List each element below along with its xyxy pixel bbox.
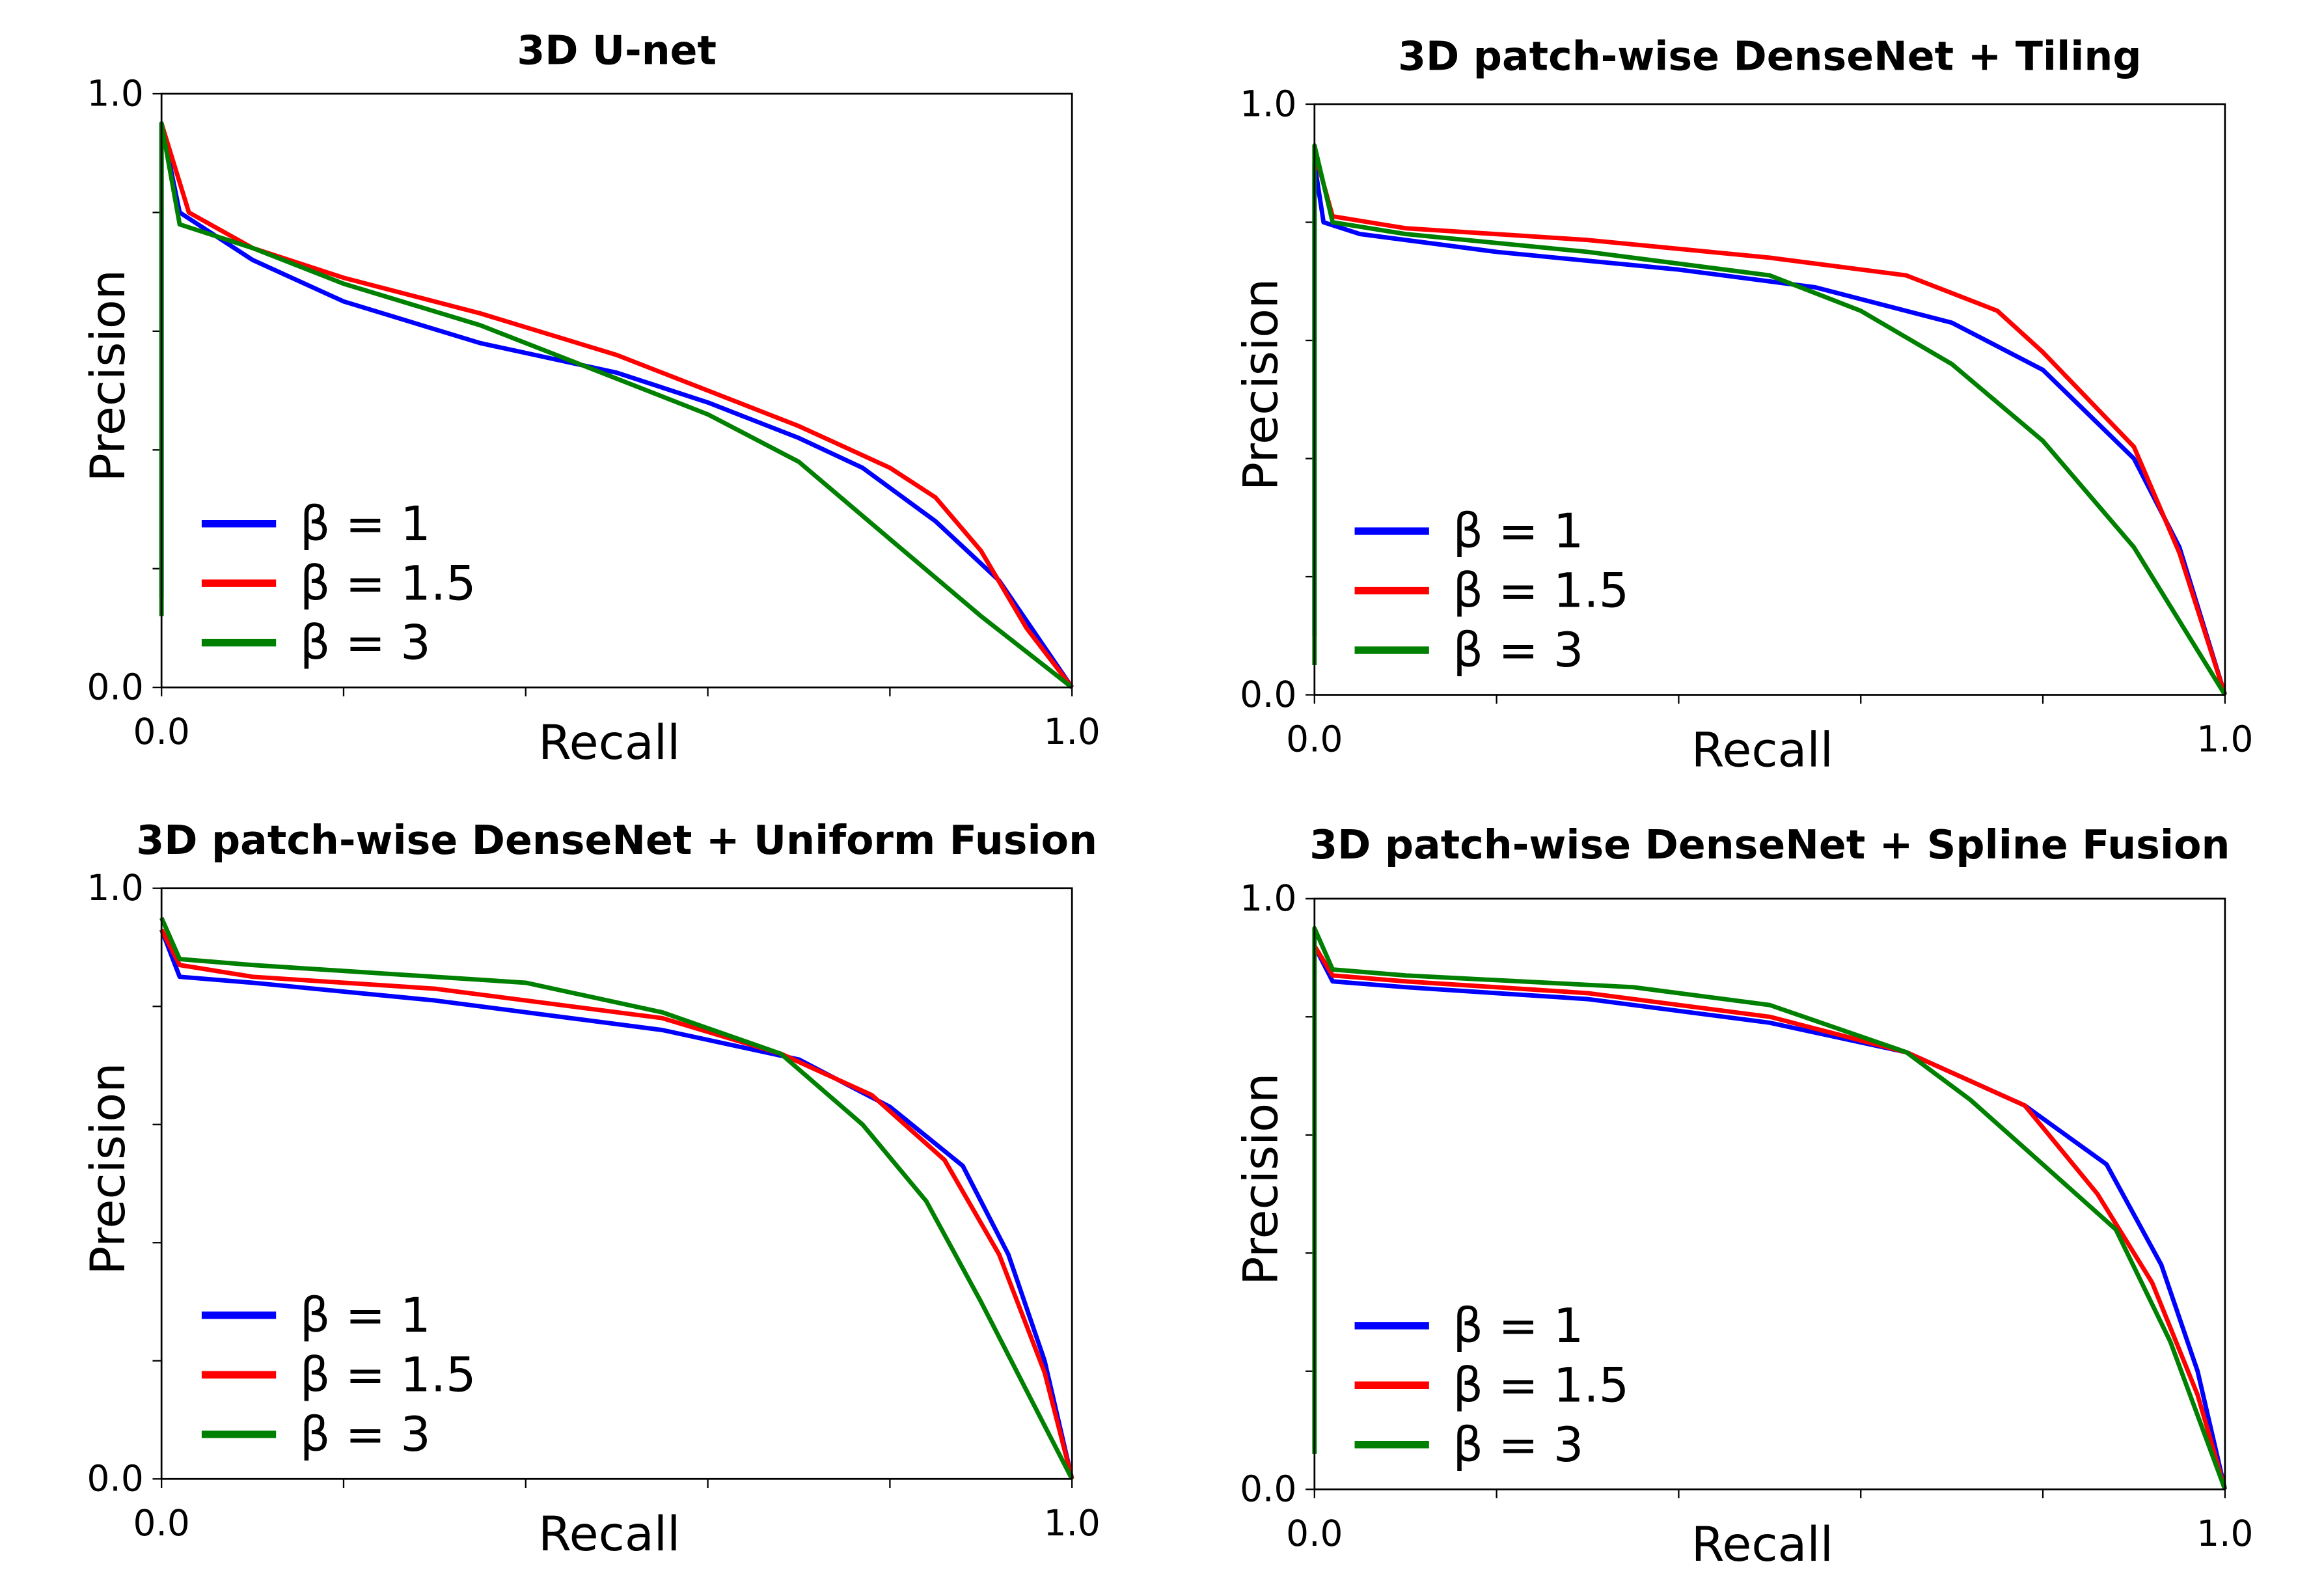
- y-axis-label: Precision: [1234, 279, 1289, 491]
- plot-frame: [1313, 898, 2226, 1490]
- y-tick-label: 1.0: [1240, 877, 1296, 919]
- chart-panel-3: 3D patch-wise DenseNet + Uniform Fusion 0…: [81, 817, 1100, 1562]
- chart-title: 3D U-net: [517, 27, 717, 74]
- legend-label: β = 1: [1453, 504, 1583, 559]
- chart-title: 3D patch-wise DenseNet + Uniform Fusion: [136, 817, 1097, 864]
- series-line: [159, 916, 1074, 1480]
- y-tick-label: 1.0: [87, 72, 143, 114]
- legend-label: β = 1.5: [300, 556, 476, 611]
- series-line: [1312, 161, 2228, 696]
- y-tick-label: 1.0: [1240, 83, 1296, 124]
- x-tick-label: 0.0: [1286, 1513, 1343, 1554]
- plot-frame: [160, 92, 1073, 689]
- series-line: [1312, 926, 2228, 1490]
- legend-label: β = 1: [300, 1288, 431, 1343]
- y-axis-label: Precision: [1234, 1073, 1289, 1285]
- y-tick-label: 0.0: [87, 666, 143, 707]
- y-tick-label: 1.0: [87, 867, 143, 909]
- series-line: [1312, 150, 2228, 696]
- series-line: [159, 928, 1074, 1480]
- y-tick-label: 0.0: [87, 1458, 143, 1500]
- legend-label: β = 1.5: [1453, 1358, 1629, 1413]
- chart-title: 3D patch-wise DenseNet + Tiling: [1398, 33, 2141, 79]
- x-tick-label: 0.0: [133, 711, 190, 752]
- legend-label: β = 1: [1453, 1298, 1583, 1354]
- chart-panel-4: 3D patch-wise DenseNet + Spline Fusion 0.…: [1234, 821, 2254, 1572]
- chart-title: 3D patch-wise DenseNet + Spline Fusion: [1309, 821, 2230, 868]
- x-axis-label: Recall: [538, 1507, 680, 1562]
- legend-label: β = 1: [300, 497, 431, 552]
- series-line: [1312, 143, 2227, 696]
- y-tick-label: 0.0: [1240, 674, 1296, 715]
- x-tick-label: 0.0: [1286, 718, 1343, 760]
- x-tick-label: 0.0: [133, 1502, 190, 1544]
- x-tick-label: 1.0: [1044, 711, 1100, 752]
- x-tick-label: 1.0: [2196, 1513, 2253, 1554]
- legend-label: β = 3: [300, 1407, 431, 1462]
- y-tick-label: 0.0: [1240, 1468, 1296, 1510]
- series-line: [159, 122, 1074, 689]
- chart-panel-1: 3D U-net 0.0 1.0 0.0 1.0 Recall Precision β = 1…: [81, 27, 1100, 771]
- legend-label: β = 3: [1453, 623, 1583, 678]
- chart-panel-2: 3D patch-wise DenseNet + Tiling 0.0 1.0 0.0…: [1234, 33, 2254, 778]
- x-axis-label: Recall: [1691, 1517, 1833, 1572]
- legend-label: β = 3: [300, 616, 431, 671]
- y-axis-label: Precision: [81, 1062, 136, 1274]
- y-axis-label: Precision: [81, 269, 136, 482]
- legend-label: β = 1.5: [1453, 564, 1629, 619]
- plot-frame: [160, 887, 1073, 1480]
- series-line: [159, 121, 1074, 689]
- x-tick-label: 1.0: [2196, 718, 2253, 760]
- series-line: [1312, 944, 2228, 1490]
- series-line: [1312, 944, 2228, 1490]
- x-tick-label: 1.0: [1044, 1502, 1100, 1544]
- x-axis-label: Recall: [538, 715, 680, 771]
- legend-label: β = 1.5: [300, 1347, 476, 1403]
- plot-frame: [1313, 103, 2226, 696]
- legend-label: β = 3: [1453, 1418, 1583, 1473]
- x-axis-label: Recall: [1691, 722, 1833, 778]
- series-line: [159, 121, 1074, 689]
